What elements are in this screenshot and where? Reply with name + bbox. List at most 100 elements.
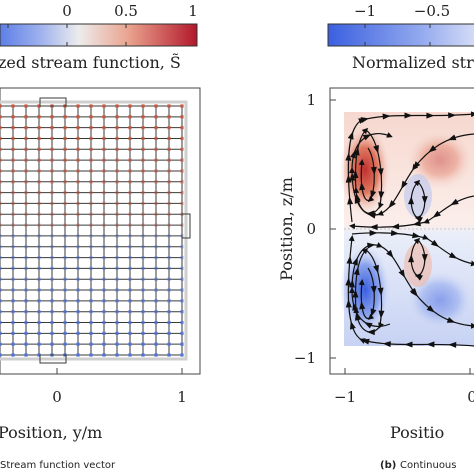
left-grid-node [24,331,28,335]
left-grid-node [24,180,28,184]
left-grid-node [11,180,15,184]
left-grid-node [50,277,54,281]
left-grid-node [50,158,54,162]
left-grid-node [167,234,171,238]
left-grid-node [154,115,158,119]
left-grid-node [141,147,145,151]
streamline-arrow [404,341,413,348]
right-colorbar-label: Normalized stre [352,53,474,72]
streamline-arrow [388,200,396,209]
left-grid-node [167,115,171,119]
left-grid-node [154,136,158,141]
left-grid-node [128,212,132,216]
left-grid-node [37,255,41,260]
left-grid-node [37,201,41,206]
right-x-tick-1: 0 [467,388,474,406]
left-x-tick-0: 0 [52,388,62,406]
left-grid-node [37,331,41,335]
left-grid-node [180,245,184,249]
left-grid-node [89,299,93,303]
left-grid-node [128,277,132,281]
left-grid-node [50,288,54,292]
streamlines [345,111,474,348]
left-grid-node [50,180,54,184]
streamline-arrow [448,252,458,259]
left-grid-node [115,147,119,151]
left-grid-node [167,277,171,281]
left-grid-node [154,126,158,130]
left-grid-node [11,201,15,206]
left-grid-node [102,277,106,281]
left-grid-node [89,342,93,346]
streamline-arrow [428,145,437,153]
right-caption: (b) Continuous [380,460,456,471]
left-grid-node [154,331,158,335]
left-colorbar: 0 0.5 1 zed stream function, S̃ [0,2,198,72]
left-grid-node [24,353,28,357]
left-grid-node [141,126,145,130]
left-grid-node [37,245,41,249]
left-grid-node [11,288,15,292]
left-grid-node [89,104,93,108]
left-grid-node [141,223,145,227]
left-grid-node [115,126,119,130]
left-grid-node [24,126,28,130]
left-grid-node [167,299,171,303]
left-grid-node [115,353,119,357]
streamline-arrow [421,196,428,205]
left-grid-node [63,212,67,216]
left-grid-node [167,310,171,314]
left-grid-node [89,223,93,227]
left-grid-node [154,147,158,151]
left-grid-node [24,277,28,281]
left-grid-node [24,212,28,216]
left-grid-node [76,223,80,227]
left-grid-node [154,342,158,346]
left-grid-node [180,277,184,281]
left-grid-node [11,277,15,281]
left-grid-node [167,136,171,141]
left-grid-node [154,245,158,249]
left-grid-node [180,331,184,335]
streamline-arrow [377,287,384,296]
streamline-arrow [426,341,435,348]
left-grid-node [11,310,15,314]
left-grid-node [0,201,2,206]
left-grid-node [115,342,119,346]
left-grid-node [128,223,132,227]
left-grid-node [37,234,41,238]
left-grid-node [154,310,158,314]
left-grid-node [102,342,106,346]
streamline-arrow [364,322,373,329]
left-grid-node [115,277,119,281]
left-grid-node [76,212,80,216]
left-grid-node [76,299,80,303]
left-grid-node [128,342,132,346]
left-grid-node [128,234,132,238]
left-grid-node [11,266,15,270]
left-grid-node [63,136,67,141]
left-grid [0,97,191,364]
left-grid-node [128,288,132,292]
streamline-arrow [370,166,377,176]
left-grid-node [141,191,145,195]
left-grid-node [37,223,41,227]
left-grid-node [154,320,158,325]
streamline-arrow [450,198,459,206]
left-grid-node [50,342,54,346]
red-vortex-2 [406,130,474,190]
left-grid-node [11,234,15,238]
left-grid-node [167,169,171,173]
left-grid-node [180,342,184,346]
streamline-arrow [352,302,359,311]
left-grid-node [63,126,67,130]
streamline-arrow [361,338,370,345]
left-grid-node [24,299,28,303]
left-grid-node [63,299,67,303]
streamline-arrow [432,210,441,218]
left-grid-node [180,320,184,325]
left-grid-node [141,320,145,325]
streamline-arrow [421,254,428,263]
left-grid-node [50,126,54,130]
left-grid-node [128,255,132,260]
